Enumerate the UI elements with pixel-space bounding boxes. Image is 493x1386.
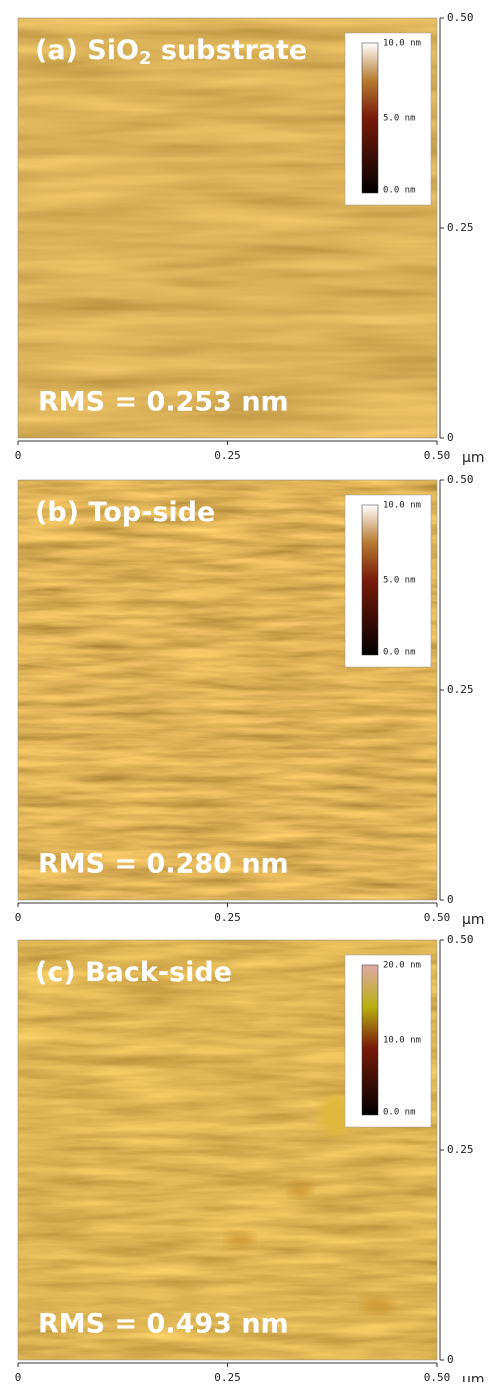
panel-title-text: (a) SiO (35, 35, 139, 66)
image-frame (17, 17, 438, 439)
panel-title-text: (b) Top-side (35, 497, 215, 528)
colorbar-label: 0.0 nm (383, 648, 416, 658)
axis-unit: µm (462, 1372, 485, 1382)
y-tick-label: 0.50 (447, 11, 474, 24)
rms-label: RMS = 0.493 nm (38, 1309, 289, 1340)
colorbar (361, 504, 379, 656)
x-tick-label: 0.50 (424, 911, 451, 924)
afm-panel: (c) Back-side RMS = 0.493 nm 20.0 nm 10.0 n… (15, 933, 485, 1386)
y-tick-label: 0.25 (447, 683, 474, 696)
y-tick-label: 0 (447, 431, 454, 444)
colorbar-label: 0.0 nm (383, 186, 416, 196)
surface-feature (319, 1095, 351, 1135)
rms-label: RMS = 0.280 nm (38, 849, 289, 880)
y-tick-label: 0.50 (447, 933, 474, 946)
panel-title-text: (c) Back-side (35, 957, 232, 988)
surface-feature (288, 1182, 312, 1198)
colorbar-box (344, 32, 432, 206)
colorbar-label: 20.0 nm (383, 961, 421, 971)
colorbar-label: 5.0 nm (383, 576, 416, 586)
panel-title: (a) SiO2 substrate (35, 35, 307, 70)
colorbar-label: 5.0 nm (383, 114, 416, 124)
colorbar-box (344, 494, 432, 668)
afm-panel: (b) Top-side RMS = 0.280 nm 10.0 nm 5.0 nm 0… (15, 473, 485, 928)
panel-title-text: substrate (151, 35, 307, 66)
colorbar-label: 0.0 nm (383, 1108, 416, 1118)
x-tick-label: 0 (15, 1371, 22, 1382)
x-tick-label: 0.50 (424, 1371, 451, 1382)
image-frame (17, 479, 438, 901)
surface-feature (362, 1297, 394, 1313)
y-tick-label: 0.50 (447, 473, 474, 486)
colorbar-box (344, 954, 432, 1128)
x-tick-label: 0.50 (424, 449, 451, 462)
colorbar (361, 964, 379, 1116)
colorbar-label: 10.0 nm (383, 39, 421, 49)
colorbar-label: 10.0 nm (383, 501, 421, 511)
rms-label: RMS = 0.253 nm (38, 387, 289, 418)
colorbar-label: 10.0 nm (383, 1036, 421, 1046)
y-tick-label: 0.25 (447, 221, 474, 234)
panel-title: (b) Top-side (35, 497, 215, 528)
x-tick-label: 0.25 (214, 911, 241, 924)
surface-feature (226, 1232, 254, 1248)
panel-title-subscript: 2 (139, 48, 152, 69)
image-frame (17, 939, 438, 1361)
panel-title: (c) Back-side (35, 957, 232, 988)
x-tick-label: 0.25 (214, 1371, 241, 1382)
afm-panel: (a) SiO2 substrate RMS = 0.253 nm 10.0 nm 5… (15, 11, 485, 466)
x-tick-label: 0.25 (214, 449, 241, 462)
x-tick-label: 0 (15, 449, 22, 462)
y-tick-label: 0.25 (447, 1143, 474, 1156)
y-tick-label: 0 (447, 1353, 454, 1366)
axis-unit: µm (462, 912, 485, 928)
y-tick-label: 0 (447, 893, 454, 906)
axis-unit: µm (462, 450, 485, 466)
colorbar (361, 42, 379, 194)
x-tick-label: 0 (15, 911, 22, 924)
